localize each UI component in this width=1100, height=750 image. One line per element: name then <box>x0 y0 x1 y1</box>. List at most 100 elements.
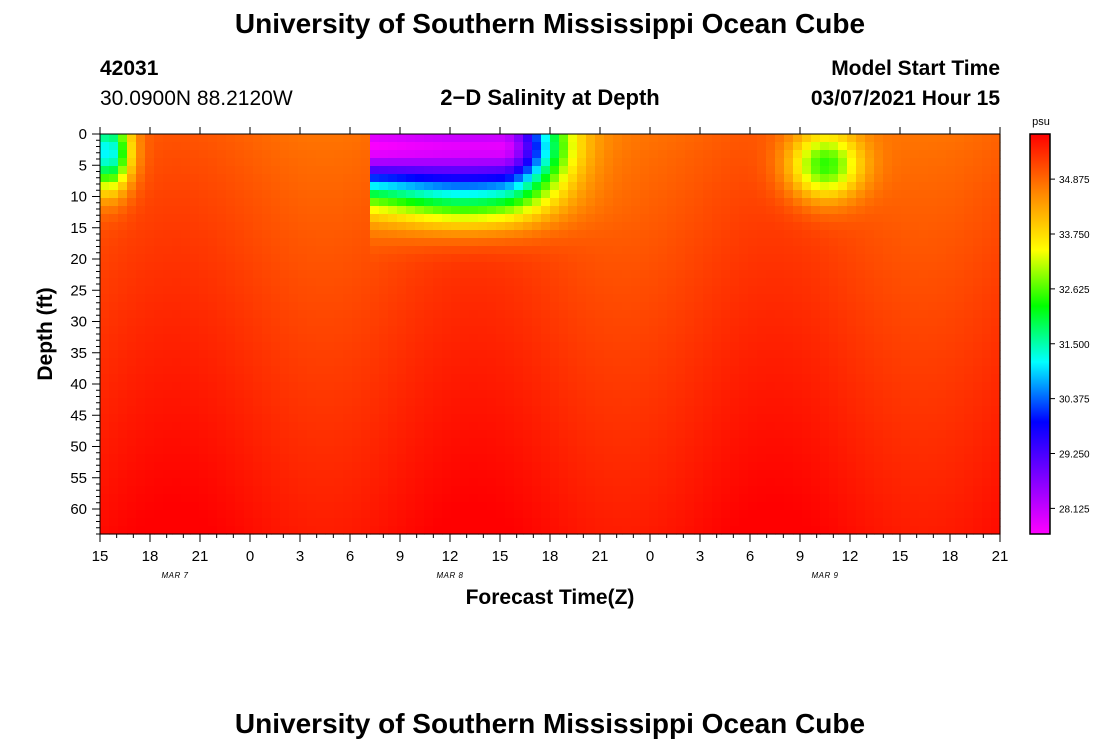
heatmap-cell <box>874 230 884 239</box>
heatmap-cell <box>244 262 254 271</box>
heatmap-cell <box>955 158 965 167</box>
heatmap-cell <box>685 342 695 351</box>
heatmap-cell <box>505 334 515 343</box>
heatmap-cell <box>739 486 749 495</box>
heatmap-cell <box>955 278 965 287</box>
heatmap-cell <box>379 142 389 151</box>
heatmap-cell <box>208 230 218 239</box>
heatmap-cell <box>190 238 200 247</box>
heatmap-cell <box>514 406 524 415</box>
heatmap-cell <box>649 438 659 447</box>
heatmap-cell <box>928 342 938 351</box>
heatmap-cell <box>325 326 335 335</box>
heatmap-cell <box>496 318 506 327</box>
heatmap-cell <box>748 382 758 391</box>
heatmap-cell <box>451 230 461 239</box>
heatmap-cell <box>586 150 596 159</box>
heatmap-cell <box>739 334 749 343</box>
heatmap-cell <box>937 174 947 183</box>
heatmap-cell <box>478 222 488 231</box>
heatmap-cell <box>757 318 767 327</box>
heatmap-cell <box>100 134 110 143</box>
heatmap-cell <box>100 446 110 455</box>
heatmap-cell <box>145 326 155 335</box>
heatmap-cell <box>775 350 785 359</box>
heatmap-cell <box>415 366 425 375</box>
heatmap-cell <box>829 398 839 407</box>
heatmap-cell <box>226 502 236 511</box>
heatmap-cell <box>703 206 713 215</box>
heatmap-cell <box>226 454 236 463</box>
heatmap-cell <box>568 494 578 503</box>
heatmap-cell <box>964 462 974 471</box>
heatmap-cell <box>325 262 335 271</box>
heatmap-cell <box>316 198 326 207</box>
heatmap-cell <box>856 518 866 527</box>
heatmap-cell <box>820 166 830 175</box>
heatmap-cell <box>847 238 857 247</box>
heatmap-cell <box>721 302 731 311</box>
heatmap-cell <box>793 358 803 367</box>
heatmap-cell <box>712 486 722 495</box>
heatmap-cell <box>379 446 389 455</box>
heatmap-cell <box>829 430 839 439</box>
heatmap-cell <box>595 374 605 383</box>
heatmap-cell <box>577 494 587 503</box>
heatmap-cell <box>523 390 533 399</box>
heatmap-cell <box>172 486 182 495</box>
heatmap-cell <box>946 262 956 271</box>
heatmap-cell <box>964 526 974 535</box>
heatmap-cell <box>109 262 119 271</box>
heatmap-cell <box>190 454 200 463</box>
heatmap-cell <box>469 238 479 247</box>
heatmap-cell <box>226 214 236 223</box>
heatmap-cell <box>712 390 722 399</box>
heatmap-cell <box>784 350 794 359</box>
heatmap-cell <box>163 430 173 439</box>
heatmap-cell <box>172 222 182 231</box>
heatmap-cell <box>721 486 731 495</box>
heatmap-cell <box>343 502 353 511</box>
heatmap-cell <box>118 358 128 367</box>
heatmap-cell <box>298 462 308 471</box>
heatmap-cell <box>262 174 272 183</box>
heatmap-cell <box>136 270 146 279</box>
heatmap-cell <box>838 246 848 255</box>
heatmap-cell <box>883 334 893 343</box>
heatmap-cell <box>406 214 416 223</box>
heatmap-cell <box>541 502 551 511</box>
heatmap-cell <box>262 262 272 271</box>
heatmap-cell <box>397 222 407 231</box>
heatmap-cell <box>820 494 830 503</box>
heatmap-cell <box>973 270 983 279</box>
heatmap-cell <box>352 238 362 247</box>
heatmap-cell <box>586 294 596 303</box>
heatmap-cell <box>262 134 272 143</box>
heatmap-cell <box>874 422 884 431</box>
heatmap-cell <box>739 478 749 487</box>
heatmap-cell <box>892 438 902 447</box>
heatmap-cell <box>199 222 209 231</box>
heatmap-cell <box>973 230 983 239</box>
heatmap-cell <box>622 342 632 351</box>
heatmap-cell <box>946 326 956 335</box>
heatmap-cell <box>208 390 218 399</box>
heatmap-cell <box>343 182 353 191</box>
heatmap-cell <box>217 230 227 239</box>
heatmap-cell <box>865 134 875 143</box>
heatmap-cell <box>874 486 884 495</box>
heatmap-cell <box>865 390 875 399</box>
heatmap-cell <box>469 198 479 207</box>
heatmap-cell <box>109 510 119 519</box>
heatmap-cell <box>217 486 227 495</box>
heatmap-cell <box>487 134 497 143</box>
heatmap-cell <box>199 158 209 167</box>
heatmap-cell <box>919 134 929 143</box>
heatmap-cell <box>244 358 254 367</box>
heatmap-cell <box>424 286 434 295</box>
heatmap-cell <box>235 478 245 487</box>
heatmap-cell <box>937 246 947 255</box>
heatmap-cell <box>289 454 299 463</box>
heatmap-cell <box>388 462 398 471</box>
heatmap-cell <box>478 134 488 143</box>
